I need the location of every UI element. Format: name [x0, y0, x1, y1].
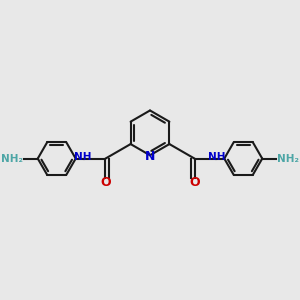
Text: NH₂: NH₂ [277, 154, 299, 164]
Text: O: O [189, 176, 200, 189]
Text: NH: NH [208, 152, 226, 162]
Text: NH: NH [74, 152, 92, 162]
Text: O: O [100, 176, 111, 189]
Text: N: N [145, 150, 155, 163]
Text: NH₂: NH₂ [1, 154, 23, 164]
